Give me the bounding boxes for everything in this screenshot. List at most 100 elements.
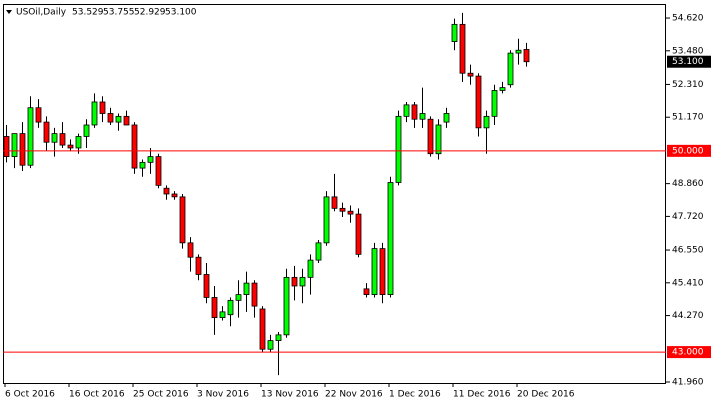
y-tick-label: 54.620 [672, 14, 704, 24]
x-tick-label: 13 Nov 2016 [261, 390, 319, 400]
candle-body [171, 193, 178, 198]
candle-body [235, 294, 242, 301]
candle-body [355, 213, 362, 255]
candle-body [387, 182, 394, 295]
candle-body [139, 161, 146, 169]
candle-body [459, 23, 466, 74]
candle-body [35, 107, 42, 123]
candle-body [515, 49, 522, 54]
price-label: 50.000 [672, 146, 704, 156]
candle-body [43, 121, 50, 143]
candle-body [523, 48, 530, 63]
y-tick-label: 47.720 [672, 212, 704, 222]
candle-body [499, 87, 506, 91]
x-tick-label: 6 Oct 2016 [5, 390, 55, 400]
candle-body [67, 144, 74, 149]
candle-body [339, 207, 346, 212]
y-tick-label: 53.480 [672, 46, 704, 56]
last-price-box [667, 55, 711, 68]
y-tick-label: 46.550 [672, 246, 704, 256]
candle-body [19, 133, 26, 166]
candle-body [99, 101, 106, 114]
candle-body [507, 52, 514, 86]
ohlc-label: 53.755 [103, 8, 135, 18]
x-tick-label: 20 Dec 2016 [517, 390, 575, 400]
candle-body [227, 299, 234, 316]
y-tick-label: 52.310 [672, 80, 704, 90]
candle-body [83, 124, 90, 137]
candle-body [123, 115, 130, 126]
x-tick-label: 16 Oct 2016 [69, 390, 125, 400]
candle-body [219, 311, 226, 318]
candle-body [395, 115, 402, 183]
candle-body [403, 104, 410, 117]
candle-body [163, 187, 170, 195]
candle-body [75, 136, 82, 149]
candle-body [299, 276, 306, 287]
candle-body [147, 156, 154, 163]
candle-body [187, 242, 194, 258]
candle-body [267, 340, 274, 350]
candle-body [443, 113, 450, 123]
candle-body [131, 124, 138, 169]
candle-body [467, 72, 474, 77]
ohlc-label: 52.929 [134, 8, 166, 18]
candle-body [419, 113, 426, 120]
candle-body [427, 118, 434, 155]
candle-body [275, 334, 282, 341]
candle-body [203, 274, 210, 298]
x-tick-label: 25 Oct 2016 [133, 390, 189, 400]
plot-frame [3, 4, 666, 384]
candle-body [435, 124, 442, 155]
y-tick-label: 44.270 [672, 311, 704, 321]
candle-body [475, 75, 482, 129]
y-tick-label: 41.960 [672, 377, 704, 387]
candle-body [283, 276, 290, 336]
candle-body [371, 248, 378, 295]
y-tick-label: 48.860 [672, 179, 704, 189]
candle-body [307, 259, 314, 278]
candle-body [3, 136, 10, 158]
x-tick-label: 22 Nov 2016 [325, 390, 383, 400]
candle-body [195, 256, 202, 275]
candle-body [347, 210, 354, 215]
price-label: 43.000 [672, 348, 704, 358]
menu-arrow [6, 10, 12, 14]
ohlc-label: 53.529 [72, 8, 104, 18]
candle-body [155, 156, 162, 186]
x-tick-label: 3 Nov 2016 [197, 390, 249, 400]
x-tick-label: 1 Dec 2016 [389, 390, 441, 400]
price-label-box [667, 144, 711, 157]
candle-body [11, 133, 18, 158]
candle-body [243, 282, 250, 295]
candle-body [291, 276, 298, 287]
candle-body [315, 242, 322, 261]
ohlc-label: 53.100 [165, 8, 197, 18]
last-price-label: 53.100 [672, 57, 704, 67]
candle-body [59, 133, 66, 146]
candle-body [251, 282, 258, 307]
candle-body [451, 23, 458, 43]
candle-body [211, 297, 218, 318]
y-tick-label: 45.410 [672, 278, 704, 288]
candle-body [483, 115, 490, 129]
candle-body [363, 288, 370, 295]
candle-body [411, 104, 418, 120]
candle-body [27, 107, 34, 166]
candle-body [491, 90, 498, 117]
price-label-box [667, 346, 711, 359]
candle-body [51, 133, 58, 143]
x-tick-label: 11 Dec 2016 [453, 390, 511, 400]
candle-body [323, 196, 330, 244]
candle-body [331, 196, 338, 209]
y-tick-label: 51.170 [672, 113, 704, 123]
candle-body [107, 113, 114, 123]
candle-body [91, 101, 98, 126]
candle-body [259, 308, 266, 350]
candle-body [115, 115, 122, 123]
chart-title: USOil,Daily [16, 8, 67, 18]
candle-body [179, 196, 186, 244]
candle-body [379, 248, 386, 295]
